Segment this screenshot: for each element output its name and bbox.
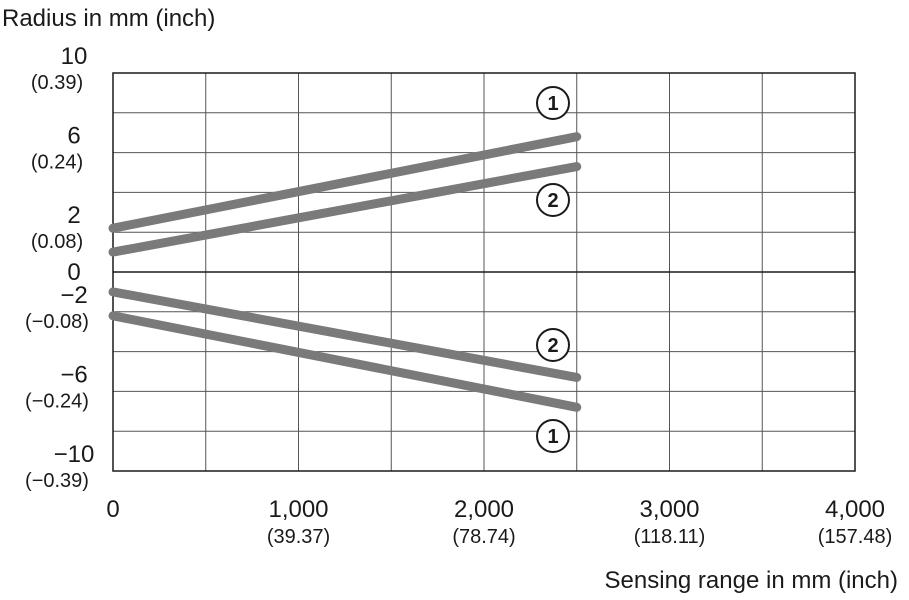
series-marker-label: 2	[547, 190, 558, 212]
x-tick-label: 4,000	[825, 496, 885, 523]
series-line	[108, 132, 582, 233]
y-tick-label: −2	[60, 282, 87, 309]
x-tick-label: 3,000	[639, 496, 699, 523]
y-tick-label: 6	[67, 123, 80, 150]
series-marker: 1	[536, 419, 570, 453]
y-tick-label: 0	[67, 259, 80, 286]
x-axis-title: Sensing range in mm (inch)	[605, 567, 898, 594]
series-marker: 2	[536, 183, 570, 217]
series-layer	[108, 132, 582, 412]
series-line	[108, 162, 582, 257]
x-tick-label: 1,000	[268, 496, 328, 523]
y-tick-labels: 10(0.39) 6(0.24) 2(0.08) 0−2(−0.08) −6(−0.24…	[25, 43, 94, 492]
x-tick-label: 0	[106, 496, 119, 523]
y-tick-sublabel: (−0.39)	[25, 470, 89, 492]
y-tick-sublabel: (0.24)	[31, 152, 83, 174]
y-axis-title: Radius in mm (inch)	[2, 5, 215, 32]
y-tick-sublabel: (−0.24)	[25, 390, 89, 412]
series-marker-label: 1	[547, 426, 558, 448]
series-marker-label: 2	[547, 335, 558, 357]
series-line	[108, 311, 582, 412]
marker-layer: 1 1 2 2	[536, 86, 570, 453]
x-tick-label: 2,000	[454, 496, 514, 523]
series-marker: 2	[536, 328, 570, 362]
y-tick-label: 2	[67, 202, 80, 229]
x-tick-sublabel: (39.37)	[267, 526, 330, 548]
y-tick-label: 10	[61, 43, 88, 70]
series-marker-circle	[536, 86, 570, 120]
y-tick-label: −6	[60, 361, 87, 388]
y-tick-label: −10	[54, 441, 95, 468]
series-marker-circle	[536, 419, 570, 453]
series-marker: 1	[536, 86, 570, 120]
y-tick-sublabel: (0.39)	[31, 72, 83, 94]
x-tick-labels: 0 1,000 (39.37) 2,000 (78.74) 3,000 (118.11) 4,…	[106, 496, 892, 548]
x-tick-sublabel: (118.11)	[634, 526, 706, 548]
x-tick-sublabel: (78.74)	[452, 526, 515, 548]
series-line	[108, 287, 582, 382]
series-marker-circle	[536, 328, 570, 362]
y-tick-sublabel: (0.08)	[31, 231, 83, 253]
y-tick-sublabel: (−0.08)	[25, 311, 89, 333]
series-marker-label: 1	[547, 93, 558, 115]
x-tick-sublabel: (157.48)	[818, 526, 893, 548]
series-marker-circle	[536, 183, 570, 217]
